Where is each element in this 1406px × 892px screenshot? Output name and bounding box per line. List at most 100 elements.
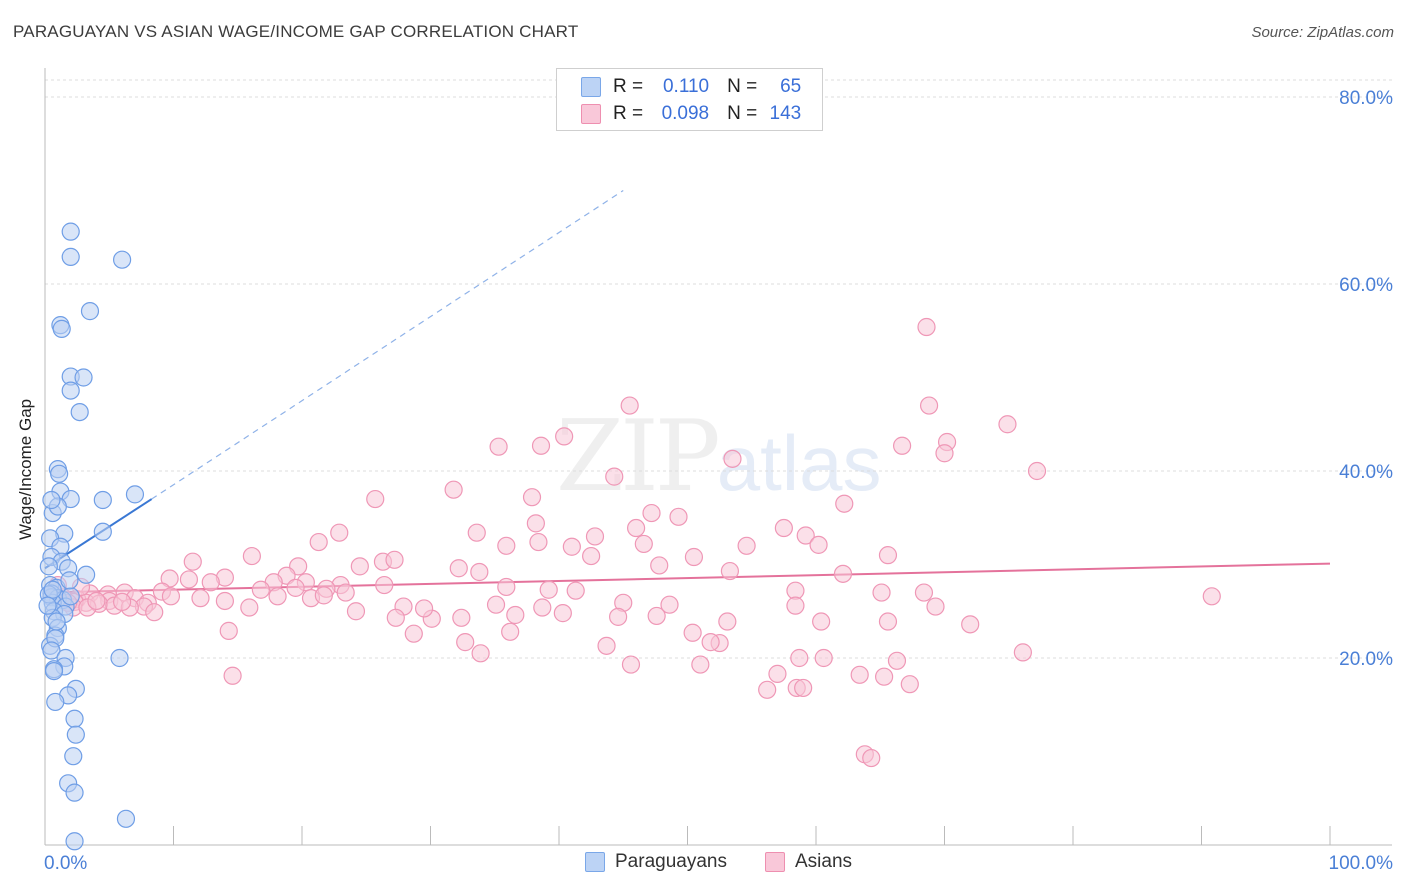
n-label: N =: [727, 103, 758, 124]
point-asians: [330, 523, 349, 542]
source-label: Source: ZipAtlas.com: [1251, 24, 1394, 41]
legend-label: Asians: [795, 851, 853, 872]
r-label: R =: [613, 103, 644, 124]
point-asians: [609, 607, 628, 626]
trend-line-asians: [44, 562, 1331, 594]
y-tick-label: 60.0%: [1339, 275, 1393, 296]
point-asians: [774, 518, 793, 538]
x-tick-label: 0.0%: [44, 853, 87, 874]
point-asians: [669, 507, 688, 526]
point-asians: [183, 552, 202, 571]
point-asians: [309, 532, 328, 552]
legend-item-paraguayans[interactable]: Paraguayans: [585, 851, 727, 873]
point-asians: [112, 592, 132, 612]
point-asians: [350, 557, 369, 576]
point-paraguayans: [77, 565, 96, 584]
point-asians: [314, 586, 333, 605]
point-asians: [914, 583, 934, 602]
point-paraguayans: [44, 661, 64, 681]
point-asians: [835, 494, 854, 513]
point-asians: [526, 514, 545, 533]
point-asians: [718, 612, 737, 631]
watermark-atlas: atlas: [716, 419, 882, 507]
point-asians: [223, 666, 242, 685]
point-asians: [582, 546, 601, 566]
watermark-zip: ZIP: [556, 400, 721, 514]
point-asians: [1013, 643, 1032, 662]
point-paraguayans: [65, 832, 84, 851]
point-asians: [684, 547, 704, 567]
point-asians: [794, 678, 813, 698]
r-value: 0.110: [662, 76, 710, 97]
point-asians: [878, 546, 898, 565]
point-asians: [796, 526, 815, 545]
point-asians: [998, 415, 1017, 434]
point-paraguayans: [66, 725, 85, 744]
point-asians: [145, 603, 164, 622]
point-asians: [366, 489, 385, 509]
point-paraguayans: [112, 250, 132, 269]
point-asians: [585, 527, 605, 546]
data-points: [38, 222, 1221, 851]
r-label: R =: [613, 76, 644, 97]
point-asians: [961, 615, 980, 634]
point-asians: [758, 680, 777, 699]
point-paraguayans: [116, 809, 136, 828]
legend: Paraguayans Asians: [0, 851, 1406, 877]
paraguayans-swatch: [581, 77, 601, 97]
point-asians: [219, 621, 238, 640]
point-asians: [529, 532, 548, 552]
point-asians: [179, 570, 199, 589]
point-asians: [634, 534, 653, 554]
point-asians: [935, 444, 954, 463]
point-paraguayans: [61, 222, 80, 241]
r-value: 0.098: [661, 103, 710, 124]
watermark: ZIPatlas: [556, 400, 882, 514]
point-asians: [647, 606, 666, 626]
point-asians: [470, 562, 489, 582]
point-asians: [553, 604, 572, 623]
grid-lines: [45, 79, 1392, 659]
point-asians: [497, 536, 516, 555]
point-paraguayans: [80, 302, 100, 321]
point-asians: [1202, 587, 1221, 606]
point-asians: [642, 503, 661, 523]
point-paraguayans: [60, 571, 79, 590]
point-asians: [919, 396, 939, 415]
n-value: 143: [769, 103, 802, 124]
point-asians: [701, 633, 720, 652]
point-asians: [892, 436, 912, 455]
point-paraguayans: [39, 557, 58, 576]
x-tick-label: 100.0%: [1329, 853, 1394, 874]
point-asians: [336, 583, 355, 602]
point-paraguayans: [50, 464, 69, 483]
point-asians: [814, 648, 833, 668]
point-asians: [850, 665, 869, 684]
point-asians: [926, 597, 945, 616]
point-paraguayans: [47, 612, 66, 631]
point-asians: [501, 622, 520, 641]
point-asians: [562, 537, 581, 556]
point-paraguayans: [64, 747, 83, 766]
point-asians: [414, 599, 434, 618]
legend-swatch: [585, 852, 605, 872]
point-asians: [489, 437, 508, 456]
point-paraguayans: [61, 381, 80, 400]
point-asians: [201, 573, 220, 592]
point-asians: [878, 612, 898, 631]
point-asians: [449, 559, 468, 578]
point-asians: [215, 591, 234, 611]
point-asians: [875, 667, 894, 686]
point-asians: [346, 602, 366, 621]
point-asians: [786, 596, 805, 615]
point-asians: [621, 655, 641, 674]
point-asians: [456, 633, 475, 652]
point-paraguayans: [125, 485, 145, 504]
legend-item-asians[interactable]: Asians: [765, 851, 852, 873]
point-asians: [660, 595, 679, 614]
point-asians: [790, 648, 809, 668]
point-asians: [471, 644, 490, 663]
point-paraguayans: [42, 641, 61, 660]
point-asians: [555, 427, 574, 446]
point-asians: [191, 589, 210, 608]
